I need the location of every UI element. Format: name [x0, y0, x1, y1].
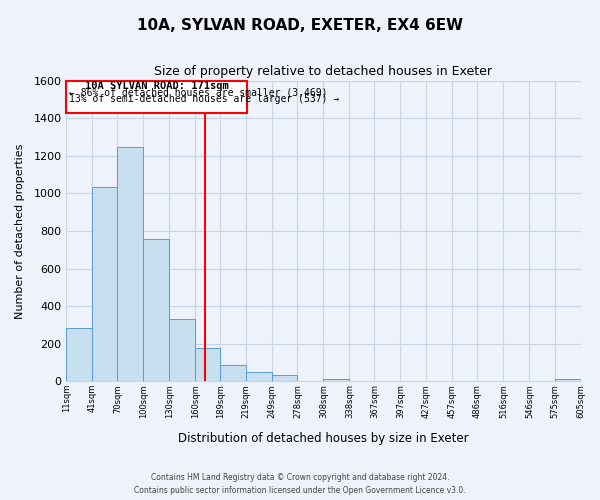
- Bar: [323, 378, 349, 382]
- Bar: [118, 148, 143, 382]
- Bar: [169, 320, 195, 382]
- Bar: [554, 380, 581, 382]
- Bar: [143, 240, 169, 382]
- Text: Contains HM Land Registry data © Crown copyright and database right 2024.
Contai: Contains HM Land Registry data © Crown c…: [134, 473, 466, 495]
- Y-axis label: Number of detached properties: Number of detached properties: [15, 144, 25, 318]
- X-axis label: Distribution of detached houses by size in Exeter: Distribution of detached houses by size …: [178, 432, 469, 445]
- Bar: [67, 328, 92, 382]
- Bar: [92, 187, 118, 382]
- FancyBboxPatch shape: [67, 80, 247, 112]
- Bar: [195, 348, 220, 382]
- Bar: [220, 366, 247, 382]
- Text: 13% of semi-detached houses are larger (537) →: 13% of semi-detached houses are larger (…: [69, 94, 339, 104]
- Bar: [272, 375, 298, 382]
- Text: 10A SYLVAN ROAD: 171sqm: 10A SYLVAN ROAD: 171sqm: [85, 81, 229, 91]
- Text: ← 86% of detached houses are smaller (3,469): ← 86% of detached houses are smaller (3,…: [69, 88, 328, 98]
- Bar: [247, 372, 272, 382]
- Text: 10A, SYLVAN ROAD, EXETER, EX4 6EW: 10A, SYLVAN ROAD, EXETER, EX4 6EW: [137, 18, 463, 32]
- Title: Size of property relative to detached houses in Exeter: Size of property relative to detached ho…: [154, 65, 493, 78]
